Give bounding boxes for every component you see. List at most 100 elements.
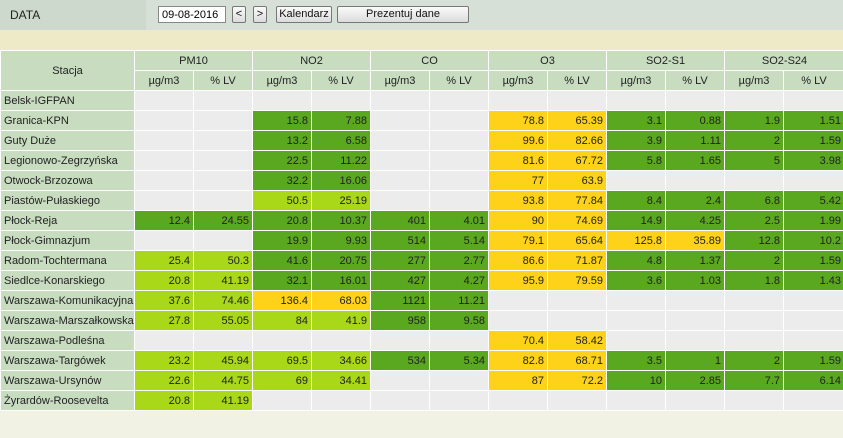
info-band <box>0 30 843 50</box>
value-cell <box>547 390 607 411</box>
station-name: Warszawa-Ursynów <box>0 370 135 391</box>
value-cell: 16.01 <box>311 270 371 291</box>
value-cell: 2.5 <box>724 210 785 231</box>
station-name: Radom-Tochtermana <box>0 250 135 271</box>
value-cell <box>134 150 194 171</box>
station-name: Otwock-Brzozowa <box>0 170 135 191</box>
value-cell: 22.5 <box>252 150 312 171</box>
unit-header: µg/m3 <box>488 70 548 91</box>
value-cell <box>606 390 666 411</box>
table-row: Guty Duże 13.2 6.58 99.6 82.66 3.9 1.11 2 1.59 <box>0 130 843 151</box>
value-cell <box>370 170 430 191</box>
value-cell <box>370 370 430 391</box>
table-row: Warszawa-Podleśna 70.4 58.42 <box>0 330 843 351</box>
value-cell: 5.34 <box>429 350 489 371</box>
value-cell <box>488 310 548 331</box>
value-cell <box>783 310 843 331</box>
value-cell <box>488 390 548 411</box>
value-cell: 6.58 <box>311 130 371 151</box>
value-cell <box>134 330 194 351</box>
station-name: Warszawa-Targówek <box>0 350 135 371</box>
table-row: Siedlce-Konarskiego 20.8 41.19 32.1 16.01 427… <box>0 270 843 291</box>
pollutant-header: SO2-S24 <box>724 50 843 71</box>
value-cell <box>193 110 253 131</box>
value-cell <box>724 170 785 191</box>
value-cell: 514 <box>370 230 430 251</box>
value-cell: 2.85 <box>664 370 726 391</box>
unit-header: % LV <box>664 70 726 91</box>
value-cell: 3.6 <box>606 270 666 291</box>
value-cell <box>783 330 843 351</box>
pollutant-header: O3 <box>488 50 607 71</box>
value-cell <box>547 290 607 311</box>
value-cell <box>429 330 489 351</box>
value-cell <box>370 110 430 131</box>
value-cell: 1 <box>664 350 726 371</box>
value-cell: 74.69 <box>547 210 607 231</box>
value-cell: 12.8 <box>724 230 785 251</box>
value-cell <box>252 390 312 411</box>
value-cell <box>429 90 489 111</box>
value-cell: 41.19 <box>193 390 253 411</box>
value-cell <box>488 290 548 311</box>
value-cell: 6.8 <box>724 190 785 211</box>
value-cell: 25.4 <box>134 250 194 271</box>
value-cell: 7.88 <box>311 110 371 131</box>
value-cell: 50.3 <box>193 250 253 271</box>
value-cell: 3.1 <box>606 110 666 131</box>
value-cell: 93.8 <box>488 190 548 211</box>
value-cell <box>724 310 785 331</box>
value-cell <box>370 90 430 111</box>
value-cell: 3.5 <box>606 350 666 371</box>
value-cell: 1.03 <box>664 270 726 291</box>
value-cell: 45.94 <box>193 350 253 371</box>
table-row: Belsk-IGFPAN <box>0 90 843 111</box>
value-cell <box>783 170 843 191</box>
value-cell: 10.2 <box>783 230 843 251</box>
table-row: Płock-Reja 12.4 24.55 20.8 10.37 401 4.01 90 74.… <box>0 210 843 231</box>
value-cell <box>547 90 607 111</box>
station-name: Belsk-IGFPAN <box>0 90 135 111</box>
pollutant-header: PM10 <box>134 50 253 71</box>
value-cell: 136.4 <box>252 290 312 311</box>
unit-header: µg/m3 <box>134 70 194 91</box>
value-cell: 10 <box>606 370 666 391</box>
calendar-button[interactable]: Kalendarz <box>276 6 332 23</box>
value-cell <box>724 390 785 411</box>
value-cell: 82.8 <box>488 350 548 371</box>
unit-header: µg/m3 <box>724 70 785 91</box>
value-cell <box>252 90 312 111</box>
value-cell: 3.9 <box>606 130 666 151</box>
value-cell: 2 <box>724 250 785 271</box>
value-cell: 12.4 <box>134 210 194 231</box>
prev-day-button[interactable]: < <box>232 6 246 23</box>
value-cell <box>429 190 489 211</box>
value-cell: 5.14 <box>429 230 489 251</box>
value-cell: 65.39 <box>547 110 607 131</box>
unit-header: µg/m3 <box>252 70 312 91</box>
value-cell: 958 <box>370 310 430 331</box>
value-cell: 41.19 <box>193 270 253 291</box>
value-cell <box>724 90 785 111</box>
value-cell <box>193 230 253 251</box>
pollutant-header: NO2 <box>252 50 371 71</box>
next-day-button[interactable]: > <box>253 6 267 23</box>
value-cell <box>193 150 253 171</box>
present-data-button[interactable]: Prezentuj dane <box>337 6 469 23</box>
top-toolbar: DATA <box>0 0 843 30</box>
value-cell <box>488 90 548 111</box>
value-cell: 9.93 <box>311 230 371 251</box>
value-cell: 534 <box>370 350 430 371</box>
table-row: Warszawa-Marszałkowska 27.8 55.05 84 41.9 958… <box>0 310 843 331</box>
station-column-header: Stacja <box>0 50 135 91</box>
value-cell <box>134 170 194 191</box>
value-cell: 77.84 <box>547 190 607 211</box>
table-row: Otwock-Brzozowa 32.2 16.06 77 63.9 <box>0 170 843 191</box>
value-cell <box>311 330 371 351</box>
table-row: Warszawa-Ursynów 22.6 44.75 69 34.41 87 72.2 10… <box>0 370 843 391</box>
station-name: Płock-Reja <box>0 210 135 231</box>
value-cell: 2 <box>724 350 785 371</box>
value-cell: 58.42 <box>547 330 607 351</box>
date-input[interactable] <box>158 6 226 23</box>
table-row: Granica-KPN 15.8 7.88 78.8 65.39 3.1 0.88 1.9 1.… <box>0 110 843 131</box>
